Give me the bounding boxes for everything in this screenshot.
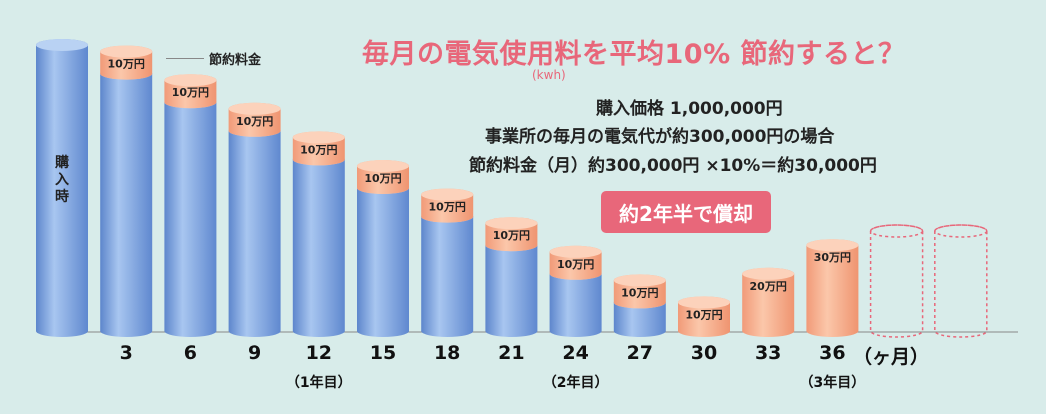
initial-bar-label: 購入時 [55, 155, 69, 205]
unit-note: (kwh) [532, 68, 566, 82]
savings-bar [164, 74, 217, 109]
payback-badge: 約2年半で償却 [601, 191, 771, 233]
savings-bar [613, 274, 666, 309]
savings-bar [678, 296, 730, 337]
x-tick-label: 12 [305, 342, 333, 364]
remaining-cost-bar [421, 210, 474, 337]
future-bar-outline [869, 224, 924, 338]
remaining-cost-bar [100, 67, 153, 337]
x-tick-label: 36 [819, 342, 846, 364]
x-tick-label: 30 [690, 342, 718, 364]
savings-bar [742, 267, 795, 337]
savings-bar [806, 239, 859, 337]
x-tick-label: 21 [498, 342, 525, 364]
x-tick-label: 27 [626, 342, 654, 364]
remaining-cost-bar [485, 239, 538, 338]
x-tick-label: 24 [562, 342, 589, 364]
x-tick-label: 15 [369, 342, 397, 364]
x-tick-label: 3 [119, 342, 133, 364]
x-sub-label: （3年目） [799, 375, 866, 391]
savings-bar-label: 10万円 [621, 286, 658, 299]
x-tick-label: 33 [754, 342, 782, 364]
future-bar-outline [934, 224, 988, 338]
savings-bar-label: 10万円 [557, 258, 594, 271]
remaining-cost-bar [357, 182, 409, 337]
savings-bar-label: 10万円 [300, 143, 337, 156]
savings-bar [485, 217, 538, 252]
savings-bar [228, 102, 281, 137]
x-axis-suffix: （ヶ月） [853, 346, 930, 368]
x-sub-label: （1年目） [285, 375, 352, 391]
savings-bar-label: 10万円 [236, 115, 273, 128]
monthly-savings-text: 節約料金（月）約300,000円 ×10%＝約30,000円 [469, 156, 877, 176]
savings-bar [549, 245, 602, 280]
savings-bar-label: 10万円 [685, 308, 722, 321]
savings-bar-label: 30万円 [814, 251, 851, 264]
remaining-cost-bar [164, 96, 217, 337]
remaining-cost-bar [228, 124, 281, 337]
savings-bar-label: 10万円 [429, 201, 466, 214]
legend-label: 節約料金 [209, 53, 262, 68]
savings-bar [100, 45, 153, 80]
chart-title: 毎月の電気使用料を平均10% 節約すると？ [362, 39, 906, 70]
purchase-price-text: 購入価格 1,000,000円 [596, 99, 783, 119]
savings-bar [421, 188, 474, 223]
savings-bar [292, 131, 345, 166]
monthly-bill-text: 事業所の毎月の電気代が約300,000円の場合 [485, 127, 835, 147]
savings-bar-label: 10万円 [364, 172, 401, 185]
savings-bar [357, 160, 409, 194]
legend-line [166, 58, 204, 59]
x-tick-label: 6 [183, 342, 198, 364]
x-sub-label: （2年目） [542, 375, 609, 391]
savings-bar-label: 10万円 [493, 229, 530, 242]
remaining-cost-bar [36, 39, 88, 337]
savings-bar-label: 10万円 [172, 86, 209, 99]
remaining-cost-bar [292, 153, 345, 337]
savings-bar-label: 10万円 [108, 58, 145, 71]
x-tick-label: 9 [247, 342, 262, 364]
x-tick-label: 18 [433, 342, 461, 364]
savings-bar-label: 20万円 [750, 280, 787, 293]
